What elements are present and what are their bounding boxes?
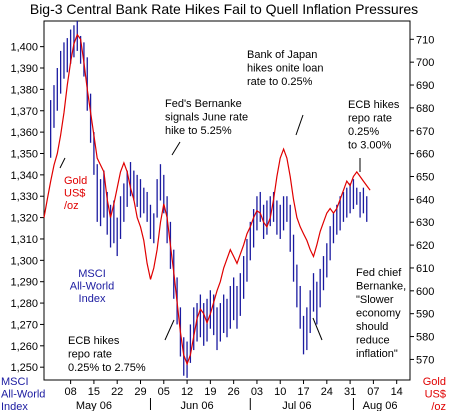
left-tick-label: 1,380 (10, 84, 38, 96)
left-tick-label: 1,340 (10, 170, 38, 182)
x-tick-label: 08 (64, 386, 76, 398)
annotation-line: Index (79, 293, 106, 305)
annotation-line: 0.25% to 2.75% (68, 362, 146, 374)
left-tick-label: 1,250 (10, 362, 38, 374)
left-tick-label: 1,350 (10, 148, 38, 160)
x-tick-label: 31 (344, 386, 356, 398)
gold-series (43, 33, 371, 366)
annotation-line: economy (356, 308, 401, 320)
right-tick-label: 620 (416, 240, 434, 252)
msci-series (50, 21, 368, 378)
month-label: Jul 06 (282, 400, 311, 411)
left-tick-label: 1,390 (10, 63, 38, 75)
left-axis-label: MSCI (1, 376, 29, 388)
annotation-line: Fed chief (356, 267, 402, 279)
x-tick-label: 05 (158, 386, 170, 398)
annotation-line: hike to 5.25% (165, 125, 232, 137)
left-tick-label: 1,320 (10, 213, 38, 225)
right-tick-label: 700 (416, 57, 434, 69)
x-axis: 08 15 22 29 05 12 19 26 03 10 17 24 31 07 14 May 06 Jun … (64, 380, 403, 411)
annotation-line: Fed's Bernanke (165, 98, 242, 110)
annotation-line: ECB hikes (348, 99, 400, 111)
annotation-line: should (356, 321, 388, 333)
x-tick-label: 17 (297, 386, 309, 398)
x-tick-label: 24 (321, 386, 333, 398)
right-axis-label: US$ (425, 389, 446, 401)
annotation-line: 0.25% (348, 126, 379, 138)
right-tick-label: 650 (416, 171, 434, 183)
left-tick-label: 1,300 (10, 255, 38, 267)
gold-line (43, 33, 371, 366)
chart-title: Big-3 Central Bank Rate Hikes Fail to Qu… (30, 1, 418, 17)
right-tick-label: 660 (416, 149, 434, 161)
right-tick-label: 580 (416, 332, 434, 344)
left-tick-label: 1,260 (10, 341, 38, 353)
annotation-line: hikes onite loan (247, 63, 323, 75)
annotation-line: signals June rate (165, 112, 248, 124)
right-tick-label: 600 (416, 286, 434, 298)
left-tick-label: 1,280 (10, 298, 38, 310)
annotation-pointer (59, 157, 66, 169)
left-tick-label: 1,370 (10, 106, 38, 118)
annotation-line: "Slower (356, 294, 394, 306)
left-axis: 1,250 1,260 1,270 1,280 1,290 1,300 1,310 1,320… (10, 42, 44, 374)
left-tick-label: 1,400 (10, 42, 38, 54)
month-label: Aug 06 (363, 400, 398, 411)
plot-border (43, 20, 411, 381)
annotation-line: ECB hikes (68, 335, 120, 347)
left-axis-label: All-World (1, 389, 45, 401)
x-tick-label: 07 (367, 386, 379, 398)
annotation-pointer (312, 317, 323, 341)
x-tick-label: 26 (228, 386, 240, 398)
annotation-pointer (164, 319, 175, 341)
left-axis-label: Index (1, 401, 28, 411)
left-tick-label: 1,270 (10, 319, 38, 331)
right-tick-label: 710 (416, 34, 434, 46)
annotation-line: MSCI (78, 268, 106, 280)
annotation-line: Gold (64, 175, 87, 187)
plot-frame (43, 20, 411, 381)
annotation-line: /oz (64, 200, 79, 212)
left-tick-label: 1,290 (10, 277, 38, 289)
annotation-line: reduce (356, 335, 390, 347)
right-tick-label: 590 (416, 309, 434, 321)
annotation-line: repo rate (348, 113, 392, 125)
annotation-line: US$ (64, 188, 85, 200)
right-tick-label: 690 (416, 80, 434, 92)
right-axis: 570 580 590 600 610 620 630 640 650 660 670 680 690 7… (410, 34, 434, 366)
x-tick-label: 03 (251, 386, 263, 398)
left-tick-label: 1,310 (10, 234, 38, 246)
right-axis-label: Gold (423, 376, 446, 388)
right-tick-label: 570 (416, 354, 434, 366)
annotation-line: to 3.00% (348, 140, 392, 152)
annotation-pointer (171, 141, 181, 156)
month-label: Jun 06 (181, 400, 214, 411)
right-tick-label: 640 (416, 194, 434, 206)
annotation-line: Bank of Japan (247, 49, 317, 61)
x-tick-label: 12 (181, 386, 193, 398)
right-tick-label: 670 (416, 126, 434, 138)
annotation-line: repo rate (68, 349, 112, 361)
annotation-line: All-World (70, 281, 114, 293)
annotation-pointer (295, 114, 304, 136)
month-label: May 06 (76, 400, 112, 411)
right-tick-label: 610 (416, 263, 434, 275)
left-tick-label: 1,330 (10, 191, 38, 203)
x-tick-label: 19 (204, 386, 216, 398)
x-tick-label: 15 (88, 386, 100, 398)
right-tick-label: 630 (416, 217, 434, 229)
right-tick-label: 680 (416, 103, 434, 115)
x-tick-label: 10 (274, 386, 286, 398)
left-tick-label: 1,360 (10, 127, 38, 139)
annotation-line: Bernanke, (356, 281, 406, 293)
annotation-line: rate to 0.25% (247, 76, 313, 88)
right-axis-label: /oz (431, 401, 446, 411)
x-tick-label: 22 (111, 386, 123, 398)
x-tick-label: 29 (134, 386, 146, 398)
x-tick-label: 14 (391, 386, 403, 398)
annotation-line: inflation" (356, 348, 398, 360)
